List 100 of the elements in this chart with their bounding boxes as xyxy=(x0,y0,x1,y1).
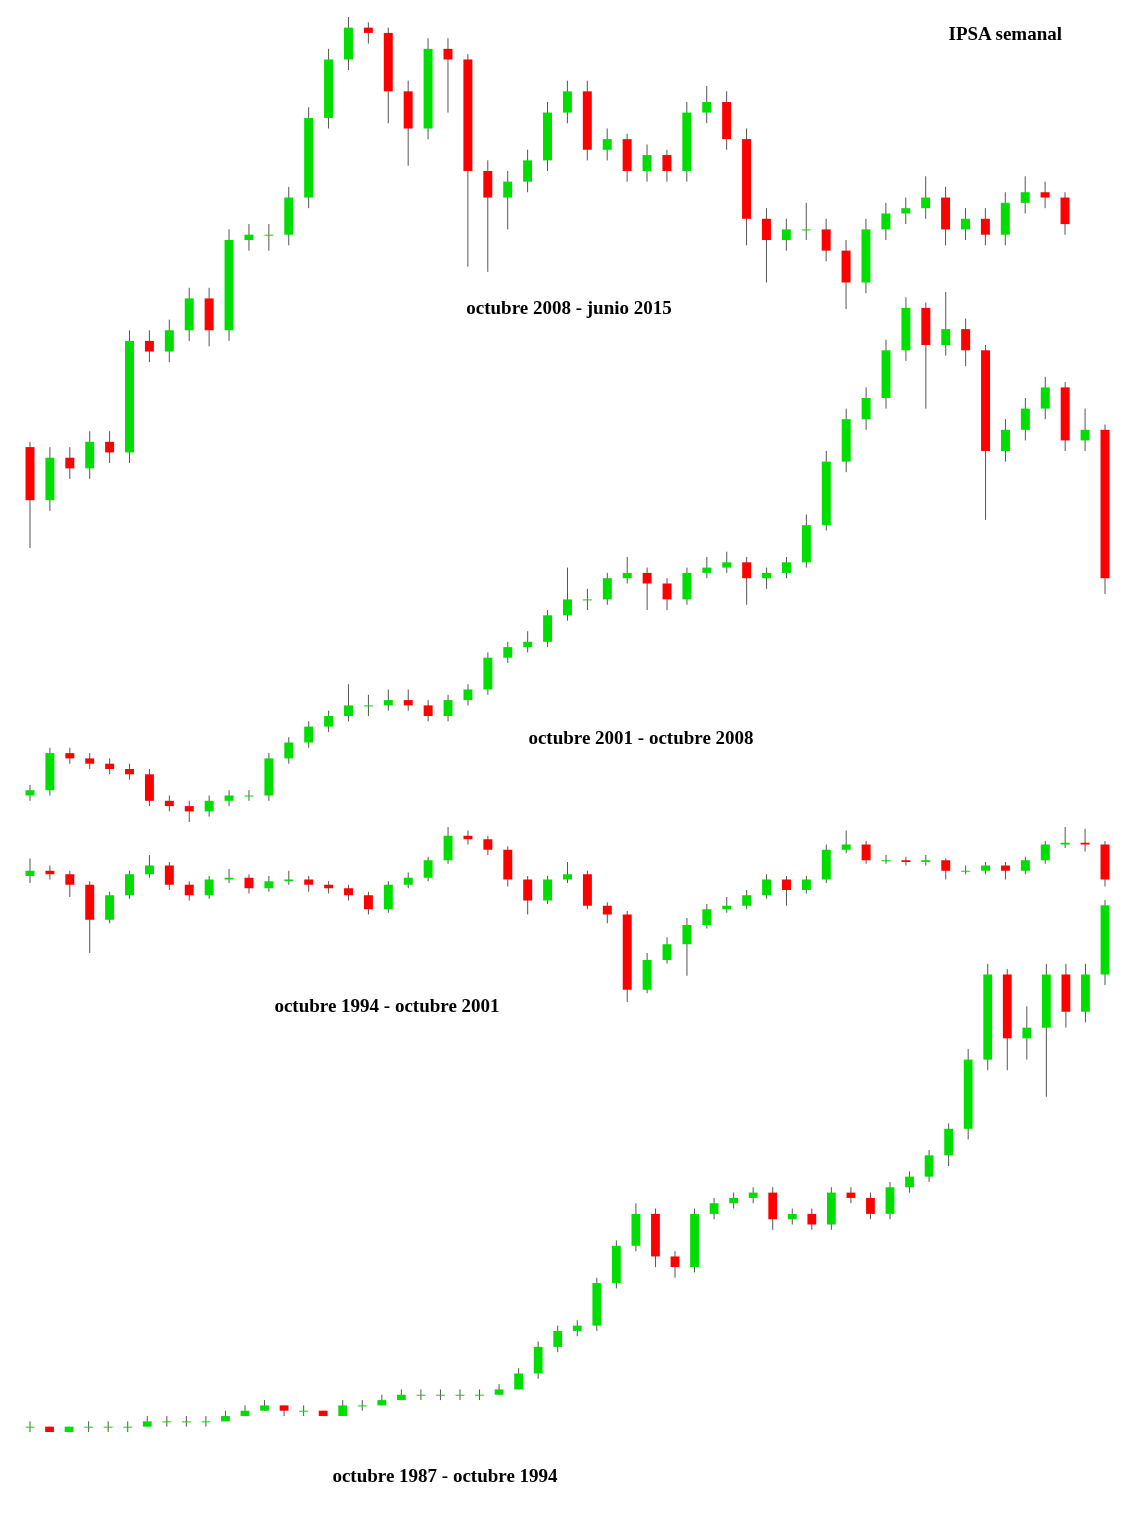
candlestick xyxy=(961,318,971,367)
candlestick xyxy=(1040,376,1050,420)
candlestick xyxy=(742,889,752,910)
candlestick xyxy=(483,835,493,856)
candlestick xyxy=(980,207,990,246)
candlestick xyxy=(553,1325,563,1353)
candlestick xyxy=(103,1420,113,1433)
candlestick xyxy=(807,1208,817,1231)
candlestick xyxy=(144,854,154,879)
candlestick xyxy=(523,630,533,653)
candlestick xyxy=(84,1420,94,1433)
candlestick xyxy=(861,840,871,865)
candlestick xyxy=(363,891,373,915)
candlestick xyxy=(65,446,75,480)
candlestick xyxy=(762,567,772,590)
candlestick xyxy=(1080,828,1090,852)
candlestick xyxy=(702,903,712,929)
candlestick xyxy=(65,870,75,898)
candlestick xyxy=(324,710,334,733)
candlestick xyxy=(801,202,811,241)
candlestick xyxy=(503,170,513,230)
candlestick xyxy=(475,1388,484,1401)
candlestick xyxy=(670,1250,680,1279)
candlestick xyxy=(264,875,274,893)
candlestick xyxy=(709,1197,719,1220)
candlestick xyxy=(184,800,194,823)
candlestick xyxy=(543,875,553,905)
candlestick xyxy=(224,789,234,807)
candlestick xyxy=(204,795,214,818)
candlestick xyxy=(1020,397,1030,441)
candlestick xyxy=(924,1149,934,1183)
candlestick xyxy=(1040,840,1050,865)
candlestick xyxy=(602,901,612,924)
candlestick xyxy=(841,830,851,854)
candlestick xyxy=(821,218,831,262)
candlestick xyxy=(279,1404,289,1417)
candlestick xyxy=(781,218,791,252)
candlestick xyxy=(304,720,314,749)
candlestick xyxy=(123,1420,133,1433)
text: octubre 2001 - octubre 2008 xyxy=(528,727,754,748)
candlestick xyxy=(125,870,135,900)
candlestick xyxy=(344,683,353,722)
candlestick xyxy=(162,1415,172,1428)
candlestick xyxy=(762,873,772,900)
candlestick xyxy=(662,149,672,183)
candlestick xyxy=(782,556,791,579)
candlestick xyxy=(901,197,911,225)
candlestick xyxy=(244,223,254,252)
candlestick xyxy=(682,917,692,977)
candlestick xyxy=(881,202,891,241)
candlestick xyxy=(299,1404,309,1417)
candlestick xyxy=(1060,826,1070,849)
candlestick xyxy=(662,577,672,611)
candlestick xyxy=(761,207,771,283)
candlestick xyxy=(363,21,373,45)
candlestick xyxy=(702,85,712,124)
candlestick xyxy=(224,868,234,884)
candlestick xyxy=(363,694,373,717)
candlestick xyxy=(1022,1005,1032,1061)
candlestick xyxy=(1020,175,1030,214)
candlestick xyxy=(403,689,413,712)
candlestick xyxy=(25,784,35,802)
candlestick xyxy=(264,223,274,252)
text: octubre 2008 - junio 2015 xyxy=(466,297,672,318)
candlestick xyxy=(562,80,572,124)
candlestick xyxy=(941,858,951,880)
candlestick xyxy=(463,683,473,706)
candlestick xyxy=(702,556,712,579)
text: octubre 1987 - octubre 1994 xyxy=(332,1465,559,1486)
candlestick xyxy=(742,556,752,606)
candlestick xyxy=(642,567,652,611)
candlestick xyxy=(662,936,672,964)
candlestick xyxy=(523,149,533,193)
candlestick xyxy=(436,1388,445,1401)
candlestick xyxy=(722,551,732,574)
candlestick xyxy=(164,319,174,363)
candlestick xyxy=(523,875,533,915)
text: octubre 1994 - octubre 2001 xyxy=(274,995,500,1016)
candlestick xyxy=(563,567,572,622)
candlestick xyxy=(503,641,513,664)
candlestick xyxy=(423,699,433,722)
candlestick xyxy=(1040,181,1050,209)
candlestick xyxy=(602,572,612,606)
candlestick xyxy=(941,291,951,357)
candlestick xyxy=(602,128,612,161)
candlestick xyxy=(1080,408,1090,452)
candlestick xyxy=(563,861,572,884)
annotation: IPSA semanal xyxy=(948,23,1062,44)
candlestick xyxy=(204,875,214,900)
candlestick xyxy=(1000,418,1010,463)
candlestick xyxy=(866,1192,875,1220)
candlestick xyxy=(582,588,592,611)
candlestick xyxy=(861,386,871,431)
candlestick xyxy=(901,856,911,866)
candlestick xyxy=(164,861,174,891)
candlestick xyxy=(284,736,294,765)
candlestick xyxy=(905,1170,914,1194)
candlestick xyxy=(494,1383,504,1396)
candlestick xyxy=(184,880,194,901)
candlestick xyxy=(642,143,652,183)
